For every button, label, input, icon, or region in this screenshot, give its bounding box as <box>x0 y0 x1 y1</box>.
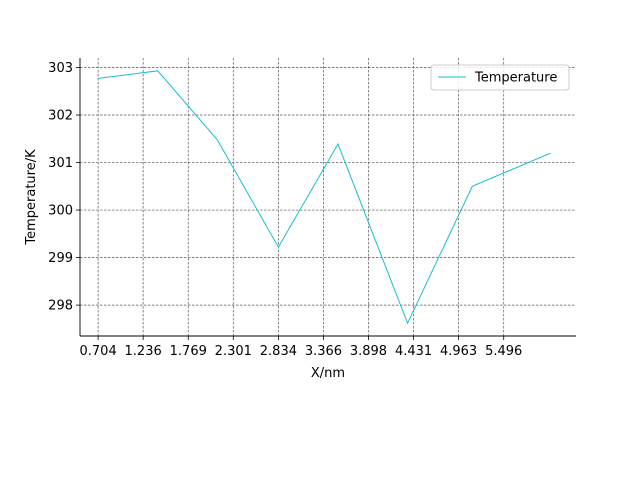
y-tick-label: 301 <box>48 156 73 171</box>
series-line-temperature <box>98 70 551 325</box>
x-axis-ticks: 0.704 1.236 1.769 2.301 2.834 3.366 3.898 4.431… <box>80 336 522 359</box>
y-tick-label: 298 <box>48 299 73 314</box>
legend: Temperature <box>430 64 570 91</box>
legend-label: Temperature <box>474 71 557 86</box>
x-tick-label: 0.704 <box>80 344 117 359</box>
x-tick-label: 4.963 <box>440 344 477 359</box>
x-tick-label: 2.301 <box>215 344 252 359</box>
x-tick-label: 1.769 <box>170 344 207 359</box>
legend-box <box>430 64 570 91</box>
axes <box>79 58 576 337</box>
y-tick-label: 300 <box>48 204 73 219</box>
x-tick-label: 4.431 <box>395 344 432 359</box>
series-lines <box>98 70 551 325</box>
y-tick-label: 302 <box>48 109 73 124</box>
grid-lines <box>80 58 576 336</box>
x-tick-label: 3.898 <box>350 344 387 359</box>
x-axis-label: X/nm <box>311 366 345 381</box>
x-tick-label: 3.366 <box>305 344 342 359</box>
y-tick-label: 303 <box>48 61 73 76</box>
x-tick-label: 5.496 <box>485 344 522 359</box>
y-axis-label: Temperature/K <box>24 149 39 246</box>
x-tick-label: 2.834 <box>260 344 297 359</box>
x-tick-label: 1.236 <box>125 344 162 359</box>
y-axis-ticks: 298 299 300 301 302 303 <box>48 61 80 314</box>
y-tick-label: 299 <box>48 251 73 266</box>
